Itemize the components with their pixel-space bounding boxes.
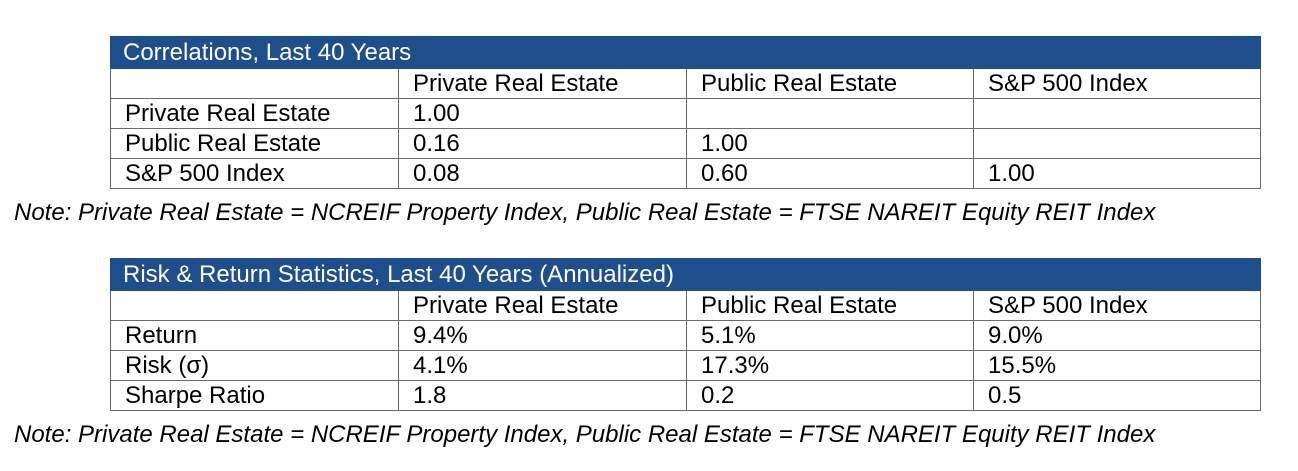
table-cell: 1.00: [973, 158, 1261, 189]
table-header-row: Private Real Estate Public Real Estate S…: [110, 290, 1261, 321]
header-cell: S&P 500 Index: [973, 290, 1261, 321]
table-row: Private Real Estate 1.00: [110, 98, 1261, 129]
table-row: Risk (σ) 4.1% 17.3% 15.5%: [110, 350, 1261, 381]
table-row: Public Real Estate 0.16 1.00: [110, 128, 1261, 159]
table-cell: 0.2: [686, 380, 974, 411]
table-cell: 0.60: [686, 158, 974, 189]
table-row: Sharpe Ratio 1.8 0.2 0.5: [110, 380, 1261, 411]
row-label: Risk (σ): [110, 350, 399, 381]
header-cell: Public Real Estate: [686, 68, 974, 99]
table-header-row: Private Real Estate Public Real Estate S…: [110, 68, 1261, 99]
header-cell: S&P 500 Index: [973, 68, 1261, 99]
correlations-table: Correlations, Last 40 Years Private Real…: [110, 36, 1261, 189]
table-row: Return 9.4% 5.1% 9.0%: [110, 320, 1261, 351]
header-cell-empty: [110, 290, 399, 321]
table-cell: [973, 98, 1261, 129]
table-cell: 15.5%: [973, 350, 1261, 381]
table-cell: 5.1%: [686, 320, 974, 351]
row-label: Sharpe Ratio: [110, 380, 399, 411]
header-cell: Public Real Estate: [686, 290, 974, 321]
risk-return-note: Note: Private Real Estate = NCREIF Prope…: [14, 421, 1156, 448]
table-cell: 1.00: [686, 128, 974, 159]
table-cell: [973, 128, 1261, 159]
table-cell: 0.08: [398, 158, 687, 189]
correlations-title: Correlations, Last 40 Years: [110, 36, 1261, 69]
table-cell: 9.0%: [973, 320, 1261, 351]
table-title-row: Risk & Return Statistics, Last 40 Years …: [110, 258, 1261, 291]
row-label: S&P 500 Index: [110, 158, 399, 189]
table-cell: 0.16: [398, 128, 687, 159]
header-cell: Private Real Estate: [398, 68, 687, 99]
row-label: Private Real Estate: [110, 98, 399, 129]
row-label: Return: [110, 320, 399, 351]
risk-return-title: Risk & Return Statistics, Last 40 Years …: [110, 258, 1261, 291]
row-label: Public Real Estate: [110, 128, 399, 159]
header-cell-empty: [110, 68, 399, 99]
correlations-note: Note: Private Real Estate = NCREIF Prope…: [14, 199, 1156, 226]
header-cell: Private Real Estate: [398, 290, 687, 321]
table-row: S&P 500 Index 0.08 0.60 1.00: [110, 158, 1261, 189]
table-cell: 1.00: [398, 98, 687, 129]
risk-return-table: Risk & Return Statistics, Last 40 Years …: [110, 258, 1261, 411]
table-cell: 9.4%: [398, 320, 687, 351]
table-cell: [686, 98, 974, 129]
table-cell: 4.1%: [398, 350, 687, 381]
table-cell: 0.5: [973, 380, 1261, 411]
table-cell: 1.8: [398, 380, 687, 411]
table-title-row: Correlations, Last 40 Years: [110, 36, 1261, 69]
table-cell: 17.3%: [686, 350, 974, 381]
